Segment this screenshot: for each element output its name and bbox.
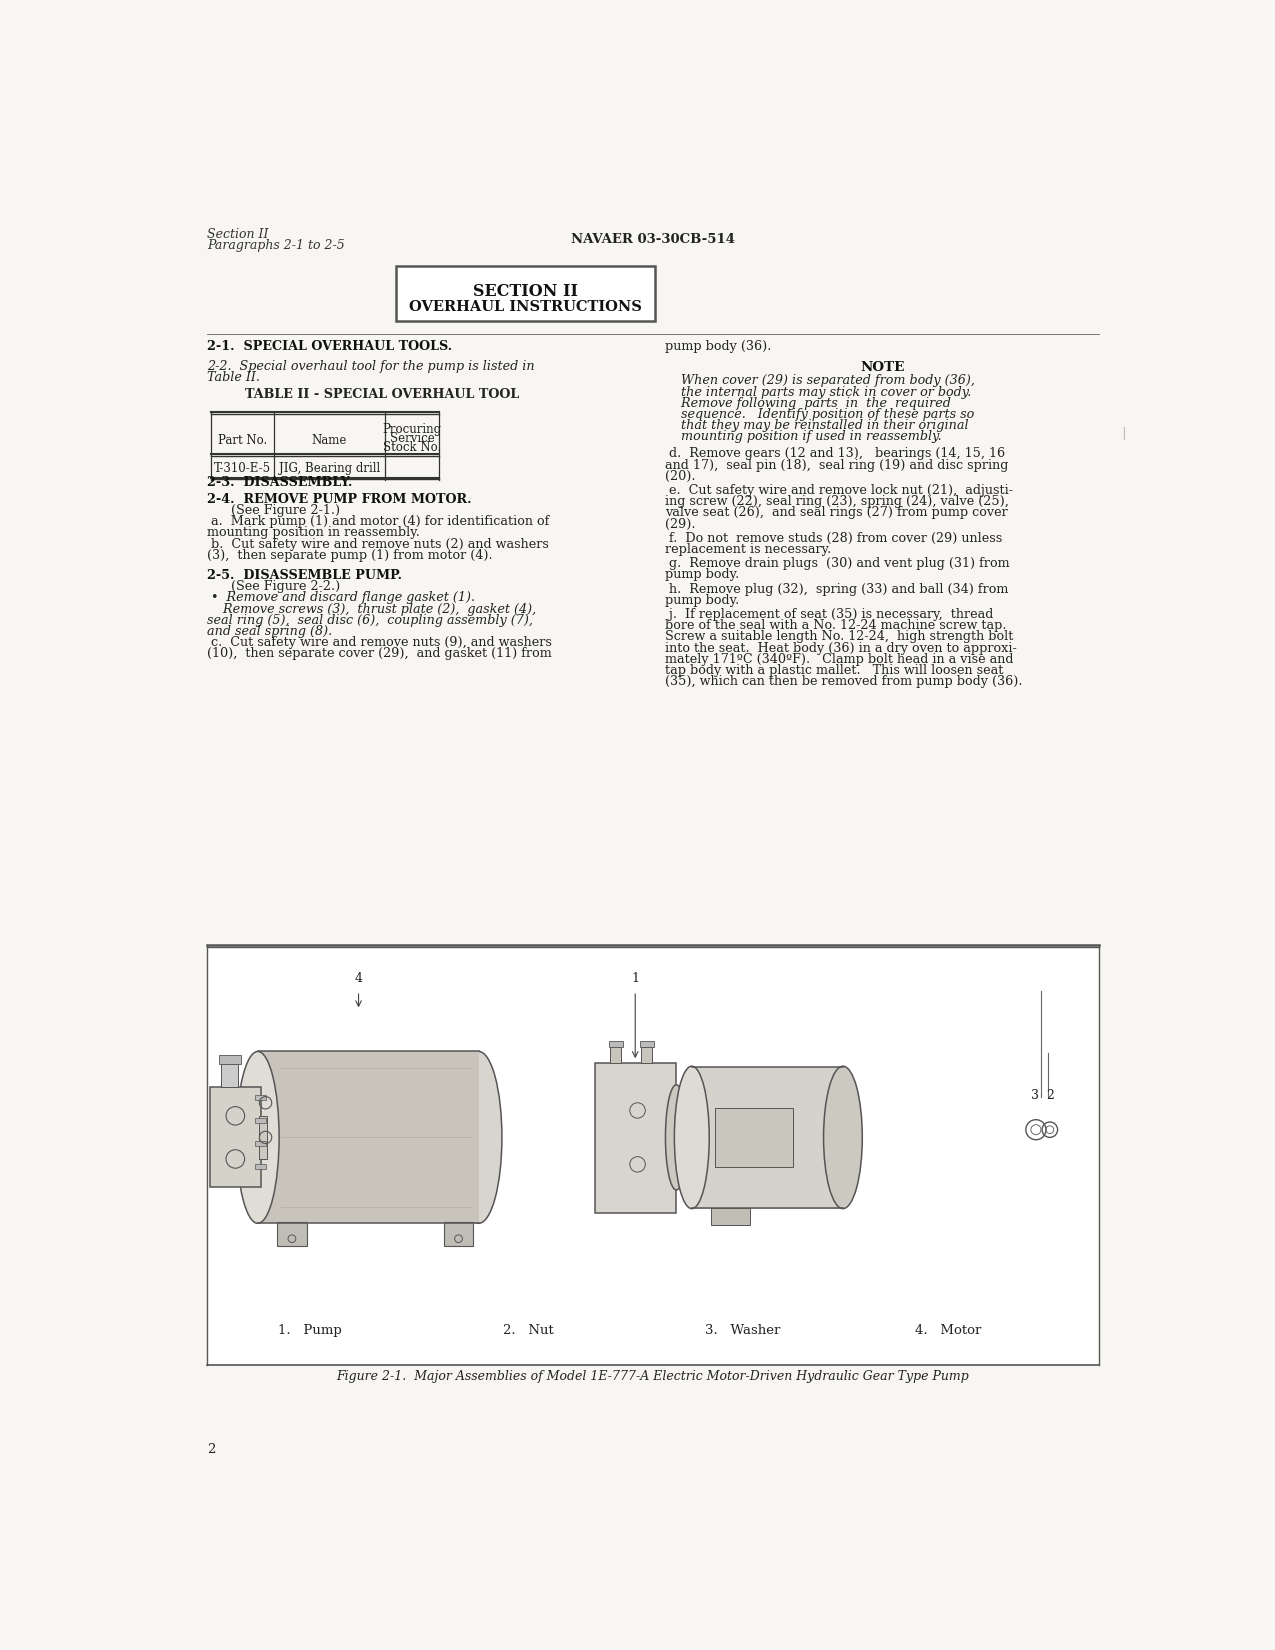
- Text: Table II.: Table II.: [208, 371, 260, 384]
- Text: j.  If replacement of seat (35) is necessary,  thread: j. If replacement of seat (35) is necess…: [666, 609, 993, 620]
- Text: seal ring (5),  seal disc (6),  coupling assembly (7),: seal ring (5), seal disc (6), coupling a…: [208, 614, 533, 627]
- Text: pump body.: pump body.: [666, 568, 740, 581]
- Text: Section II: Section II: [208, 228, 269, 241]
- Text: replacement is necessary.: replacement is necessary.: [666, 543, 831, 556]
- Text: mately 171ºC (340ºF).   Clamp bolt head in a vise and: mately 171ºC (340ºF). Clamp bolt head in…: [666, 653, 1014, 665]
- Bar: [711, 1208, 750, 1226]
- Ellipse shape: [455, 1051, 502, 1223]
- Text: When cover (29) is separated from body (36),: When cover (29) is separated from body (…: [666, 375, 975, 388]
- Text: •  Remove and discard flange gasket (1).: • Remove and discard flange gasket (1).: [208, 591, 476, 604]
- Bar: [641, 1048, 653, 1063]
- Text: mounting position in reassembly.: mounting position in reassembly.: [208, 526, 421, 540]
- Text: 2: 2: [208, 1444, 215, 1455]
- Bar: [595, 1063, 676, 1213]
- Text: h.  Remove plug (32),  spring (33) and ball (34) from: h. Remove plug (32), spring (33) and bal…: [666, 582, 1009, 596]
- Bar: [444, 1221, 473, 1246]
- Text: OVERHAUL INSTRUCTIONS: OVERHAUL INSTRUCTIONS: [409, 300, 643, 314]
- Text: and 17),  seal pin (18),  seal ring (19) and disc spring: and 17), seal pin (18), seal ring (19) a…: [666, 459, 1009, 472]
- Text: valve seat (26),  and seal rings (27) from pump cover: valve seat (26), and seal rings (27) fro…: [666, 507, 1009, 520]
- Text: that they may be reinstalled in their original: that they may be reinstalled in their or…: [666, 419, 969, 432]
- Text: 2.   Nut: 2. Nut: [504, 1323, 553, 1337]
- Text: 2-3.  DISASSEMBLY.: 2-3. DISASSEMBLY.: [208, 475, 353, 488]
- Text: ing screw (22), seal ring (23), spring (24), valve (25),: ing screw (22), seal ring (23), spring (…: [666, 495, 1010, 508]
- Ellipse shape: [236, 1051, 279, 1223]
- Bar: [210, 1087, 261, 1188]
- Text: into the seat.  Heat body (36) in a dry oven to approxi-: into the seat. Heat body (36) in a dry o…: [666, 642, 1017, 655]
- Bar: [692, 1066, 843, 1209]
- Text: Paragraphs 2-1 to 2-5: Paragraphs 2-1 to 2-5: [208, 239, 346, 252]
- Bar: [259, 1115, 266, 1158]
- Text: Procuring: Procuring: [382, 422, 441, 436]
- Text: (See Figure 2-2.): (See Figure 2-2.): [231, 581, 340, 594]
- Text: 3.   Washer: 3. Washer: [705, 1323, 780, 1337]
- Bar: [222, 1064, 238, 1087]
- Text: sequence.   Identify position of these parts so: sequence. Identify position of these par…: [666, 408, 974, 421]
- Text: NAVAER 03-30CB-514: NAVAER 03-30CB-514: [571, 233, 736, 246]
- Text: 2-2.  Special overhaul tool for the pump is listed in: 2-2. Special overhaul tool for the pump …: [208, 360, 536, 373]
- Text: a.  Mark pump (1) and motor (4) for identification of: a. Mark pump (1) and motor (4) for ident…: [208, 515, 550, 528]
- Bar: [255, 1142, 265, 1145]
- Bar: [395, 266, 655, 322]
- Text: (35), which can then be removed from pump body (36).: (35), which can then be removed from pum…: [666, 675, 1023, 688]
- Bar: [255, 1165, 265, 1168]
- Text: Screw a suitable length No. 12-24,  high strength bolt: Screw a suitable length No. 12-24, high …: [666, 630, 1014, 644]
- Text: Remove following  parts  in  the  required: Remove following parts in the required: [666, 396, 951, 409]
- Bar: [640, 1041, 654, 1048]
- Text: Figure 2-1.  Major Assemblies of Model 1E-777-A Electric Motor-Driven Hydraulic : Figure 2-1. Major Assemblies of Model 1E…: [337, 1370, 969, 1383]
- Text: (3),  then separate pump (1) from motor (4).: (3), then separate pump (1) from motor (…: [208, 549, 493, 561]
- Text: 2-5.  DISASSEMBLE PUMP.: 2-5. DISASSEMBLE PUMP.: [208, 569, 403, 582]
- Text: NOTE: NOTE: [861, 361, 905, 375]
- Text: JIG, Bearing drill: JIG, Bearing drill: [279, 462, 380, 475]
- Bar: [255, 1096, 265, 1099]
- Text: the internal parts may stick in cover or body.: the internal parts may stick in cover or…: [666, 386, 972, 399]
- Bar: [258, 1051, 478, 1223]
- Text: 1: 1: [631, 972, 639, 985]
- Text: 1.   Pump: 1. Pump: [278, 1323, 342, 1337]
- Text: e.  Cut safety wire and remove lock nut (21),  adjusti-: e. Cut safety wire and remove lock nut (…: [666, 483, 1014, 497]
- Text: mounting position if used in reassembly.: mounting position if used in reassembly.: [666, 431, 942, 444]
- Text: (29).: (29).: [666, 518, 696, 531]
- Text: pump body.: pump body.: [666, 594, 740, 607]
- Bar: [715, 1109, 793, 1167]
- Text: g.  Remove drain plugs  (30) and vent plug (31) from: g. Remove drain plugs (30) and vent plug…: [666, 558, 1010, 571]
- Bar: [219, 1054, 241, 1064]
- Text: (10),  then separate cover (29),  and gasket (11) from: (10), then separate cover (29), and gask…: [208, 647, 552, 660]
- Bar: [208, 945, 1099, 1365]
- Text: c.  Cut safety wire and remove nuts (9), and washers: c. Cut safety wire and remove nuts (9), …: [208, 637, 552, 648]
- Ellipse shape: [666, 1084, 687, 1190]
- Bar: [611, 1048, 621, 1063]
- Text: Part No.: Part No.: [218, 434, 266, 447]
- Text: Stock No.: Stock No.: [382, 441, 441, 454]
- Bar: [255, 1119, 265, 1122]
- Text: Name: Name: [312, 434, 347, 447]
- Bar: [277, 1221, 306, 1246]
- Text: pump body (36).: pump body (36).: [666, 340, 771, 353]
- Text: Remove screws (3),  thrust plate (2),  gasket (4),: Remove screws (3), thrust plate (2), gas…: [208, 602, 537, 615]
- Text: │: │: [1121, 427, 1127, 439]
- Text: T-310-E-5: T-310-E-5: [214, 462, 270, 475]
- Text: and seal spring (8).: and seal spring (8).: [208, 625, 333, 639]
- Text: (See Figure 2-1.): (See Figure 2-1.): [231, 505, 340, 516]
- Text: bore of the seal with a No. 12-24 machine screw tap.: bore of the seal with a No. 12-24 machin…: [666, 619, 1007, 632]
- Text: SECTION II: SECTION II: [473, 282, 578, 300]
- Ellipse shape: [674, 1066, 709, 1208]
- Text: f.  Do not  remove studs (28) from cover (29) unless: f. Do not remove studs (28) from cover (…: [666, 531, 1002, 545]
- Text: (20).: (20).: [666, 470, 696, 483]
- Bar: [609, 1041, 622, 1048]
- Text: TABLE II - SPECIAL OVERHAUL TOOL: TABLE II - SPECIAL OVERHAUL TOOL: [245, 388, 519, 401]
- Text: Service: Service: [390, 432, 435, 446]
- Text: tap body with a plastic mallet.   This will loosen seat: tap body with a plastic mallet. This wil…: [666, 663, 1003, 676]
- Text: d.  Remove gears (12 and 13),   bearings (14, 15, 16: d. Remove gears (12 and 13), bearings (1…: [666, 447, 1006, 460]
- Text: b.  Cut safety wire and remove nuts (2) and washers: b. Cut safety wire and remove nuts (2) a…: [208, 538, 550, 551]
- Text: 2-1.  SPECIAL OVERHAUL TOOLS.: 2-1. SPECIAL OVERHAUL TOOLS.: [208, 340, 453, 353]
- Ellipse shape: [824, 1066, 862, 1208]
- Text: 4.   Motor: 4. Motor: [914, 1323, 980, 1337]
- Text: 4: 4: [354, 972, 362, 985]
- Text: 3  2: 3 2: [1031, 1089, 1056, 1102]
- Text: 2-4.  REMOVE PUMP FROM MOTOR.: 2-4. REMOVE PUMP FROM MOTOR.: [208, 493, 472, 507]
